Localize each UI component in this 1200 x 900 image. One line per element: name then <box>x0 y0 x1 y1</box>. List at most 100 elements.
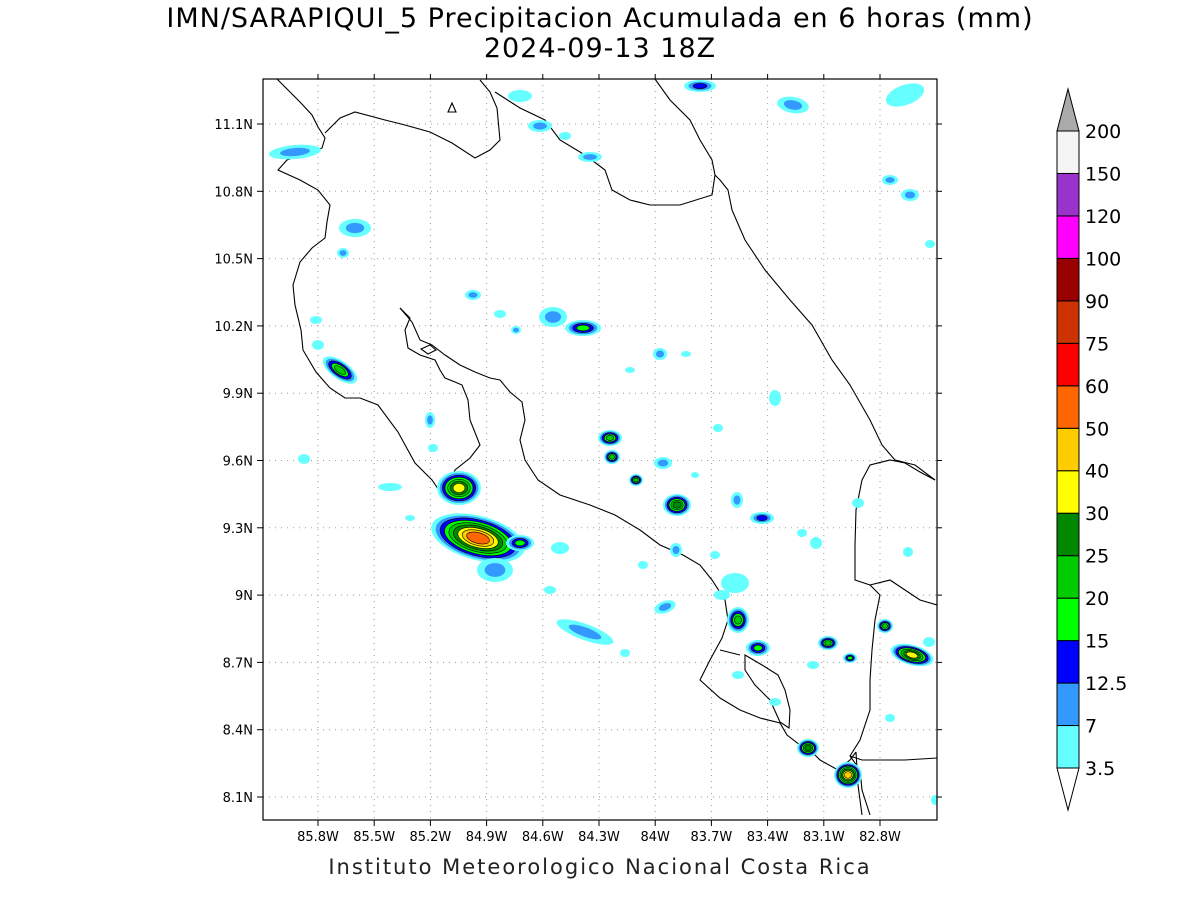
rain-contour <box>378 483 402 491</box>
rain-contour <box>756 515 768 521</box>
coastlines-borders <box>276 79 937 816</box>
rain-cell <box>731 492 743 508</box>
rain-contour <box>633 477 639 483</box>
rain-cell <box>931 795 937 805</box>
rain-cell <box>405 515 415 521</box>
rain-cell <box>777 96 809 114</box>
x-tick-label: 82.8W <box>859 830 901 845</box>
rain-cell <box>629 474 643 486</box>
rain-cell <box>890 643 934 667</box>
y-tick-label: 9.3N <box>223 522 253 537</box>
legend-level-label: 120 <box>1085 206 1121 228</box>
nicoya-peninsula-east <box>399 307 481 497</box>
legend-swatch <box>1056 725 1080 769</box>
rain-contour <box>559 132 571 140</box>
rain-contour <box>484 563 506 577</box>
rain-cell <box>625 367 635 373</box>
rain-cell <box>663 494 691 516</box>
rain-cell <box>269 144 321 160</box>
legend-lower-arrow <box>1056 767 1080 812</box>
rain-contour <box>710 551 720 559</box>
rain-cell <box>437 471 481 505</box>
precipitation-field <box>269 80 937 805</box>
legend-level-label: 150 <box>1085 163 1121 185</box>
rain-contour <box>734 615 742 625</box>
rain-cell <box>551 542 569 554</box>
x-tick-label: 85.2W <box>409 830 451 845</box>
rain-cell <box>769 698 781 706</box>
rain-cell <box>528 120 552 132</box>
rain-cell <box>882 175 898 185</box>
rain-cell <box>312 340 324 350</box>
x-tick-label: 84.3W <box>578 830 620 845</box>
y-tick-label: 8.1N <box>223 791 253 806</box>
legend-level-label: 12.5 <box>1085 673 1127 695</box>
north-nicaragua-coast <box>654 79 716 176</box>
rain-cell <box>544 586 556 594</box>
rain-cell <box>834 762 862 788</box>
rain-contour <box>769 698 781 706</box>
nicoya-island <box>419 344 437 355</box>
rain-cell <box>691 472 699 478</box>
rain-cell <box>653 348 667 360</box>
rain-contour <box>692 83 708 89</box>
rain-contour <box>468 292 478 298</box>
legend-swatch <box>1056 597 1080 642</box>
rain-cell <box>885 714 895 722</box>
rain-contour <box>568 624 602 640</box>
legend-swatch <box>1056 300 1080 344</box>
rain-cell <box>732 671 744 679</box>
legend-level-label: 3.5 <box>1085 758 1115 780</box>
rain-cell <box>506 535 534 551</box>
x-tick-label: 84W <box>640 830 670 845</box>
rain-contour <box>923 637 935 647</box>
rain-contour <box>885 83 925 107</box>
rain-contour <box>533 122 547 130</box>
rain-cell <box>714 590 730 600</box>
rain-contour <box>733 495 741 505</box>
rain-cell <box>322 356 358 384</box>
legend-swatch <box>1056 130 1080 174</box>
y-tick-label: 9N <box>235 589 253 604</box>
rain-cell <box>337 248 349 258</box>
rain-contour <box>903 547 913 557</box>
rain-cell <box>620 649 630 657</box>
x-tick-label: 83.4W <box>747 830 789 845</box>
lat-lon-grid <box>263 79 937 820</box>
x-tick-label: 84.9W <box>466 830 508 845</box>
rain-cell <box>769 390 781 406</box>
legend-level-label: 40 <box>1085 461 1109 483</box>
legend-level-label: 7 <box>1085 716 1097 738</box>
x-tick-label: 83.1W <box>803 830 845 845</box>
rain-contour <box>428 444 438 452</box>
rain-cell <box>670 543 682 557</box>
rain-contour <box>824 640 832 646</box>
rain-contour <box>714 590 730 600</box>
rain-contour <box>657 459 669 467</box>
rain-contour <box>466 531 490 545</box>
rain-cell <box>877 619 893 633</box>
rain-contour <box>753 644 763 652</box>
rain-cell <box>807 661 819 669</box>
rain-contour <box>852 498 864 508</box>
rain-cell <box>654 600 676 614</box>
rain-contour <box>904 191 916 199</box>
rain-cell <box>684 80 716 92</box>
plot-frame <box>262 78 938 821</box>
y-tick-label: 11.1N <box>214 118 253 133</box>
rain-contour <box>658 603 672 611</box>
rain-cell <box>797 739 819 757</box>
rain-cell <box>559 132 571 140</box>
x-tick-label: 85.8W <box>297 830 339 845</box>
osa-peninsula <box>744 654 791 729</box>
plot-area <box>263 79 937 820</box>
rain-cell <box>578 152 602 162</box>
legend-level-label: 200 <box>1085 121 1121 143</box>
nicaragua-costa-rica-border <box>324 79 501 159</box>
rain-cell <box>511 326 521 334</box>
rain-cell <box>852 498 864 508</box>
rain-contour <box>405 515 415 521</box>
legend-level-label: 20 <box>1085 588 1109 610</box>
rain-cell <box>378 483 402 491</box>
